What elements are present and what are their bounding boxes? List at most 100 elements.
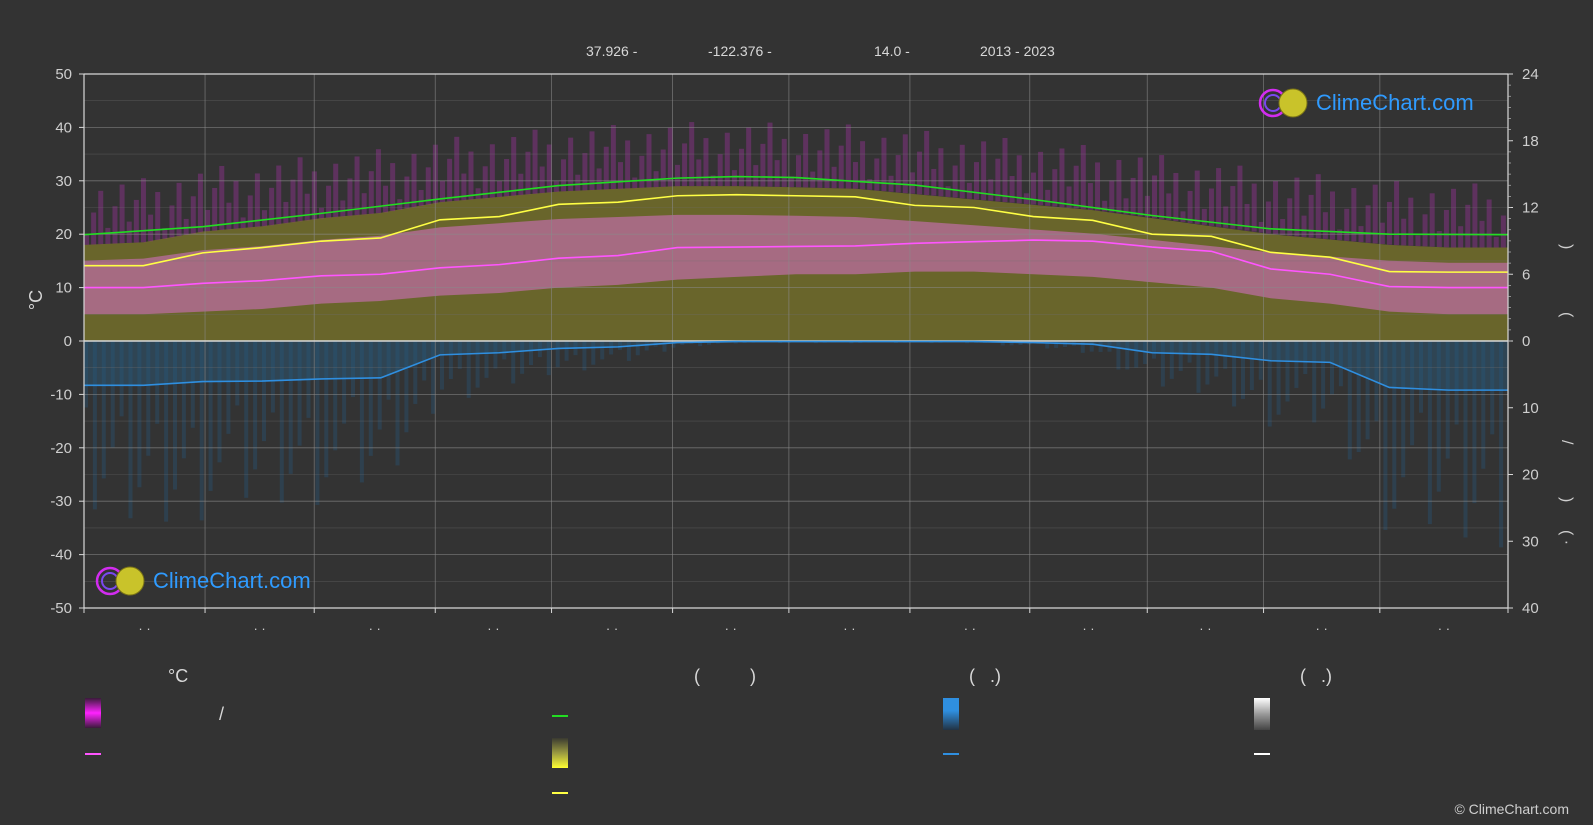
left-tick-label: 40	[55, 119, 72, 136]
temp-extreme-spike	[1330, 191, 1335, 240]
precip-spike	[297, 341, 302, 446]
precip-band	[84, 341, 1508, 391]
temp-extreme-spike	[219, 165, 225, 231]
precip-spike	[671, 341, 676, 348]
precip-spike	[164, 341, 169, 522]
right-axis-paren-2: (	[1558, 312, 1575, 318]
precip-spike	[466, 341, 471, 398]
right-top-tick-label: 24	[1522, 66, 1539, 83]
temp-extreme-spike	[112, 206, 118, 244]
temp-extreme-spike	[197, 173, 203, 233]
y-axis-label: °C	[26, 290, 46, 310]
temp-extreme-spike	[1287, 198, 1293, 236]
temp-extreme-spike	[262, 210, 267, 227]
temp-extreme-spike	[1337, 229, 1343, 241]
right-top-tick-label: 18	[1522, 133, 1539, 150]
temp-extreme-spike	[1187, 190, 1193, 223]
legend-temp-heading: °C	[168, 666, 189, 686]
precip-spike	[84, 341, 88, 408]
x-tick-label: · ·	[253, 621, 265, 636]
chart-lines	[83, 175, 1509, 391]
precip-spike	[1089, 341, 1094, 352]
precip-spike	[1356, 341, 1361, 453]
precip-spike	[662, 341, 667, 352]
temp-extreme-spike	[361, 193, 367, 215]
precip-spike	[342, 341, 347, 424]
legend-sunshine-swatch	[552, 738, 568, 768]
logo-top-text: ClimeChart.com	[1316, 90, 1474, 115]
precip-spike	[1454, 341, 1459, 425]
temp-extreme-spike	[753, 165, 759, 187]
elevation-label: 14.0 -	[874, 43, 910, 59]
precip-spike	[1178, 341, 1183, 371]
temp-extreme-spike	[717, 154, 723, 187]
precip-spike	[315, 341, 320, 505]
temp-extreme-spike	[1052, 169, 1058, 207]
temp-extreme-spike	[582, 153, 588, 191]
temp-extreme-spike	[162, 228, 168, 239]
precip-spike	[1419, 341, 1423, 413]
precip-spike	[626, 341, 631, 361]
left-tick-label: 20	[55, 226, 72, 243]
temp-extreme-spike	[1201, 208, 1207, 225]
x-tick-label: · ·	[1199, 621, 1211, 636]
daylight-line	[83, 175, 1509, 236]
right-bottom-tick-label: 20	[1522, 467, 1539, 484]
temp-extreme-spike	[674, 164, 680, 187]
temp-extreme-spike	[632, 177, 638, 189]
chart-axes: 50 40 30 20 10 0 -10 -20 -30 -40 -50 24 18 12 6 0 10 20 30…	[50, 66, 1538, 636]
temp-extreme-spike	[874, 158, 880, 191]
precip-spike	[1365, 341, 1370, 440]
temp-extreme-spike	[646, 134, 652, 188]
precip-spike	[181, 341, 186, 459]
legend-snow-heading: ( .)	[1300, 666, 1332, 686]
legend-temp-range-swatch	[85, 698, 101, 728]
temp-extreme-spike	[190, 196, 196, 234]
x-tick-label: · ·	[369, 621, 381, 636]
temp-extreme-spike	[91, 212, 97, 245]
right-top-tick-label: 12	[1522, 200, 1539, 217]
logo-bottom-text: ClimeChart.com	[153, 568, 311, 593]
temp-extreme-spike	[140, 178, 146, 243]
temp-extreme-spike	[233, 180, 239, 229]
precip-spike	[92, 341, 97, 510]
precip-spike	[431, 341, 436, 414]
temp-extreme-spike	[618, 162, 623, 189]
precip-spike	[1383, 341, 1388, 530]
x-tick-label: · ·	[1316, 621, 1328, 636]
temp-extreme-spike	[1429, 193, 1435, 247]
temp-extreme-spike	[988, 179, 994, 201]
temp-extreme-spike	[667, 127, 673, 187]
precip-spike	[377, 341, 382, 430]
x-tick-label: · ·	[1438, 621, 1450, 636]
precip-spike	[1045, 341, 1050, 349]
right-bottom-tick-label: 30	[1522, 533, 1539, 550]
legend-snow-swatch	[1254, 698, 1270, 730]
precip-spike	[1232, 341, 1237, 407]
temp-extreme-spike	[1194, 170, 1200, 224]
left-tick-label: -20	[50, 440, 72, 457]
precip-spike	[1410, 341, 1415, 446]
logo-bottom: ClimeChart.com	[95, 566, 311, 596]
temp-extreme-spike	[895, 155, 901, 193]
temp-extreme-spike	[1109, 180, 1115, 213]
temp-extreme-spike	[532, 129, 538, 194]
precip-spike	[1463, 341, 1468, 538]
x-tick-label: · ·	[1082, 621, 1094, 636]
precip-spike	[1098, 341, 1103, 352]
left-tick-label: -30	[50, 493, 72, 510]
precip-spike	[555, 341, 560, 368]
temp-extreme-spike	[696, 159, 702, 187]
temp-extreme-spike	[1152, 175, 1157, 219]
x-tick-label: · ·	[487, 621, 499, 636]
temp-extreme-spike	[788, 176, 794, 188]
x-tick-label: · ·	[725, 621, 737, 636]
right-bottom-tick-label: 40	[1522, 600, 1539, 617]
precip-spike	[591, 341, 596, 365]
temp-extreme-spike	[404, 176, 410, 209]
left-tick-label: -40	[50, 547, 72, 564]
precip-spike	[199, 341, 204, 521]
temp-extreme-spike	[1223, 206, 1229, 228]
temp-extreme-spike	[1500, 215, 1506, 248]
chart-grid	[83, 73, 1509, 609]
